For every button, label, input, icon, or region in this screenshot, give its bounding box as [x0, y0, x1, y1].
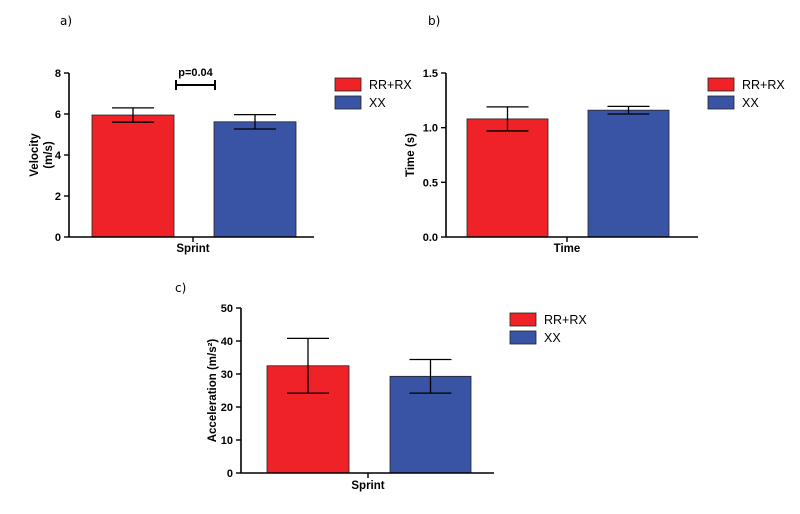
y-tick-label: 1.0 — [423, 123, 438, 135]
legend: RR+RX XX — [707, 77, 785, 110]
y-tick-label: 30 — [221, 369, 233, 381]
legend-label: XX — [369, 96, 386, 110]
y-axis-label: Time (s) — [405, 133, 417, 177]
legend-swatch — [509, 330, 537, 345]
y-axis-label: Acceleration (m/s²) — [207, 339, 219, 443]
legend-label: XX — [544, 331, 561, 345]
panel-label: a) — [60, 14, 72, 28]
x-axis-label: Sprint — [351, 480, 384, 492]
y-axis-label-line: Velocity — [29, 133, 41, 177]
legend-label: XX — [742, 96, 759, 110]
y-tick-label: 0.0 — [423, 232, 438, 244]
bar-xx — [213, 121, 297, 238]
panel-label: b) — [428, 14, 440, 28]
panel-label: c) — [175, 281, 186, 295]
legend: RR+RX XX — [509, 312, 587, 345]
y-axis-label-line: Acceleration (m/s²) — [207, 339, 219, 443]
y-tick-label: 0.5 — [423, 177, 438, 189]
legend-swatch — [509, 312, 537, 327]
y-tick-label: 4 — [55, 150, 62, 162]
chart-panel-c: c) 0 10 20 30 40 50 Sprint Acceleration (m/s²) RR… — [175, 281, 587, 492]
legend-swatch — [334, 95, 362, 110]
y-tick-label: 20 — [221, 402, 233, 414]
x-axis-label: Time — [554, 243, 581, 255]
legend-label: RR+RX — [369, 78, 412, 92]
legend-swatch — [334, 77, 362, 92]
legend-label: RR+RX — [544, 313, 587, 327]
y-axis-label-line: (m/s) — [43, 141, 55, 169]
significance-label: p=0.04 — [178, 67, 213, 79]
bar-xx — [587, 109, 670, 238]
legend: RR+RX XX — [334, 77, 412, 110]
y-tick-label: 6 — [55, 109, 61, 121]
legend-swatch — [707, 77, 735, 92]
y-tick-label: 40 — [221, 336, 233, 348]
chart-panel-a: a) 0 2 4 6 8 Sprint Velocity (m/s) p=0.04 RR+RX XX — [29, 14, 412, 255]
bar-rrrx — [91, 114, 175, 238]
x-axis-label: Sprint — [176, 243, 209, 255]
chart-panel-b: b) 0.0 0.5 1.0 1.5 Time Time (s) RR+RX XX — [405, 14, 785, 255]
y-tick-label: 1.5 — [423, 68, 438, 80]
y-tick-label: 50 — [221, 303, 233, 315]
y-tick-label: 2 — [55, 191, 61, 203]
y-axis-label: Velocity (m/s) — [29, 133, 55, 177]
legend-swatch — [707, 95, 735, 110]
y-tick-label: 0 — [55, 232, 61, 244]
y-tick-label: 10 — [221, 435, 233, 447]
y-tick-label: 8 — [55, 68, 61, 80]
bar-rrrx — [466, 118, 549, 238]
y-tick-label: 0 — [227, 468, 233, 480]
y-axis-label-line: Time (s) — [405, 133, 417, 177]
legend-label: RR+RX — [742, 78, 785, 92]
